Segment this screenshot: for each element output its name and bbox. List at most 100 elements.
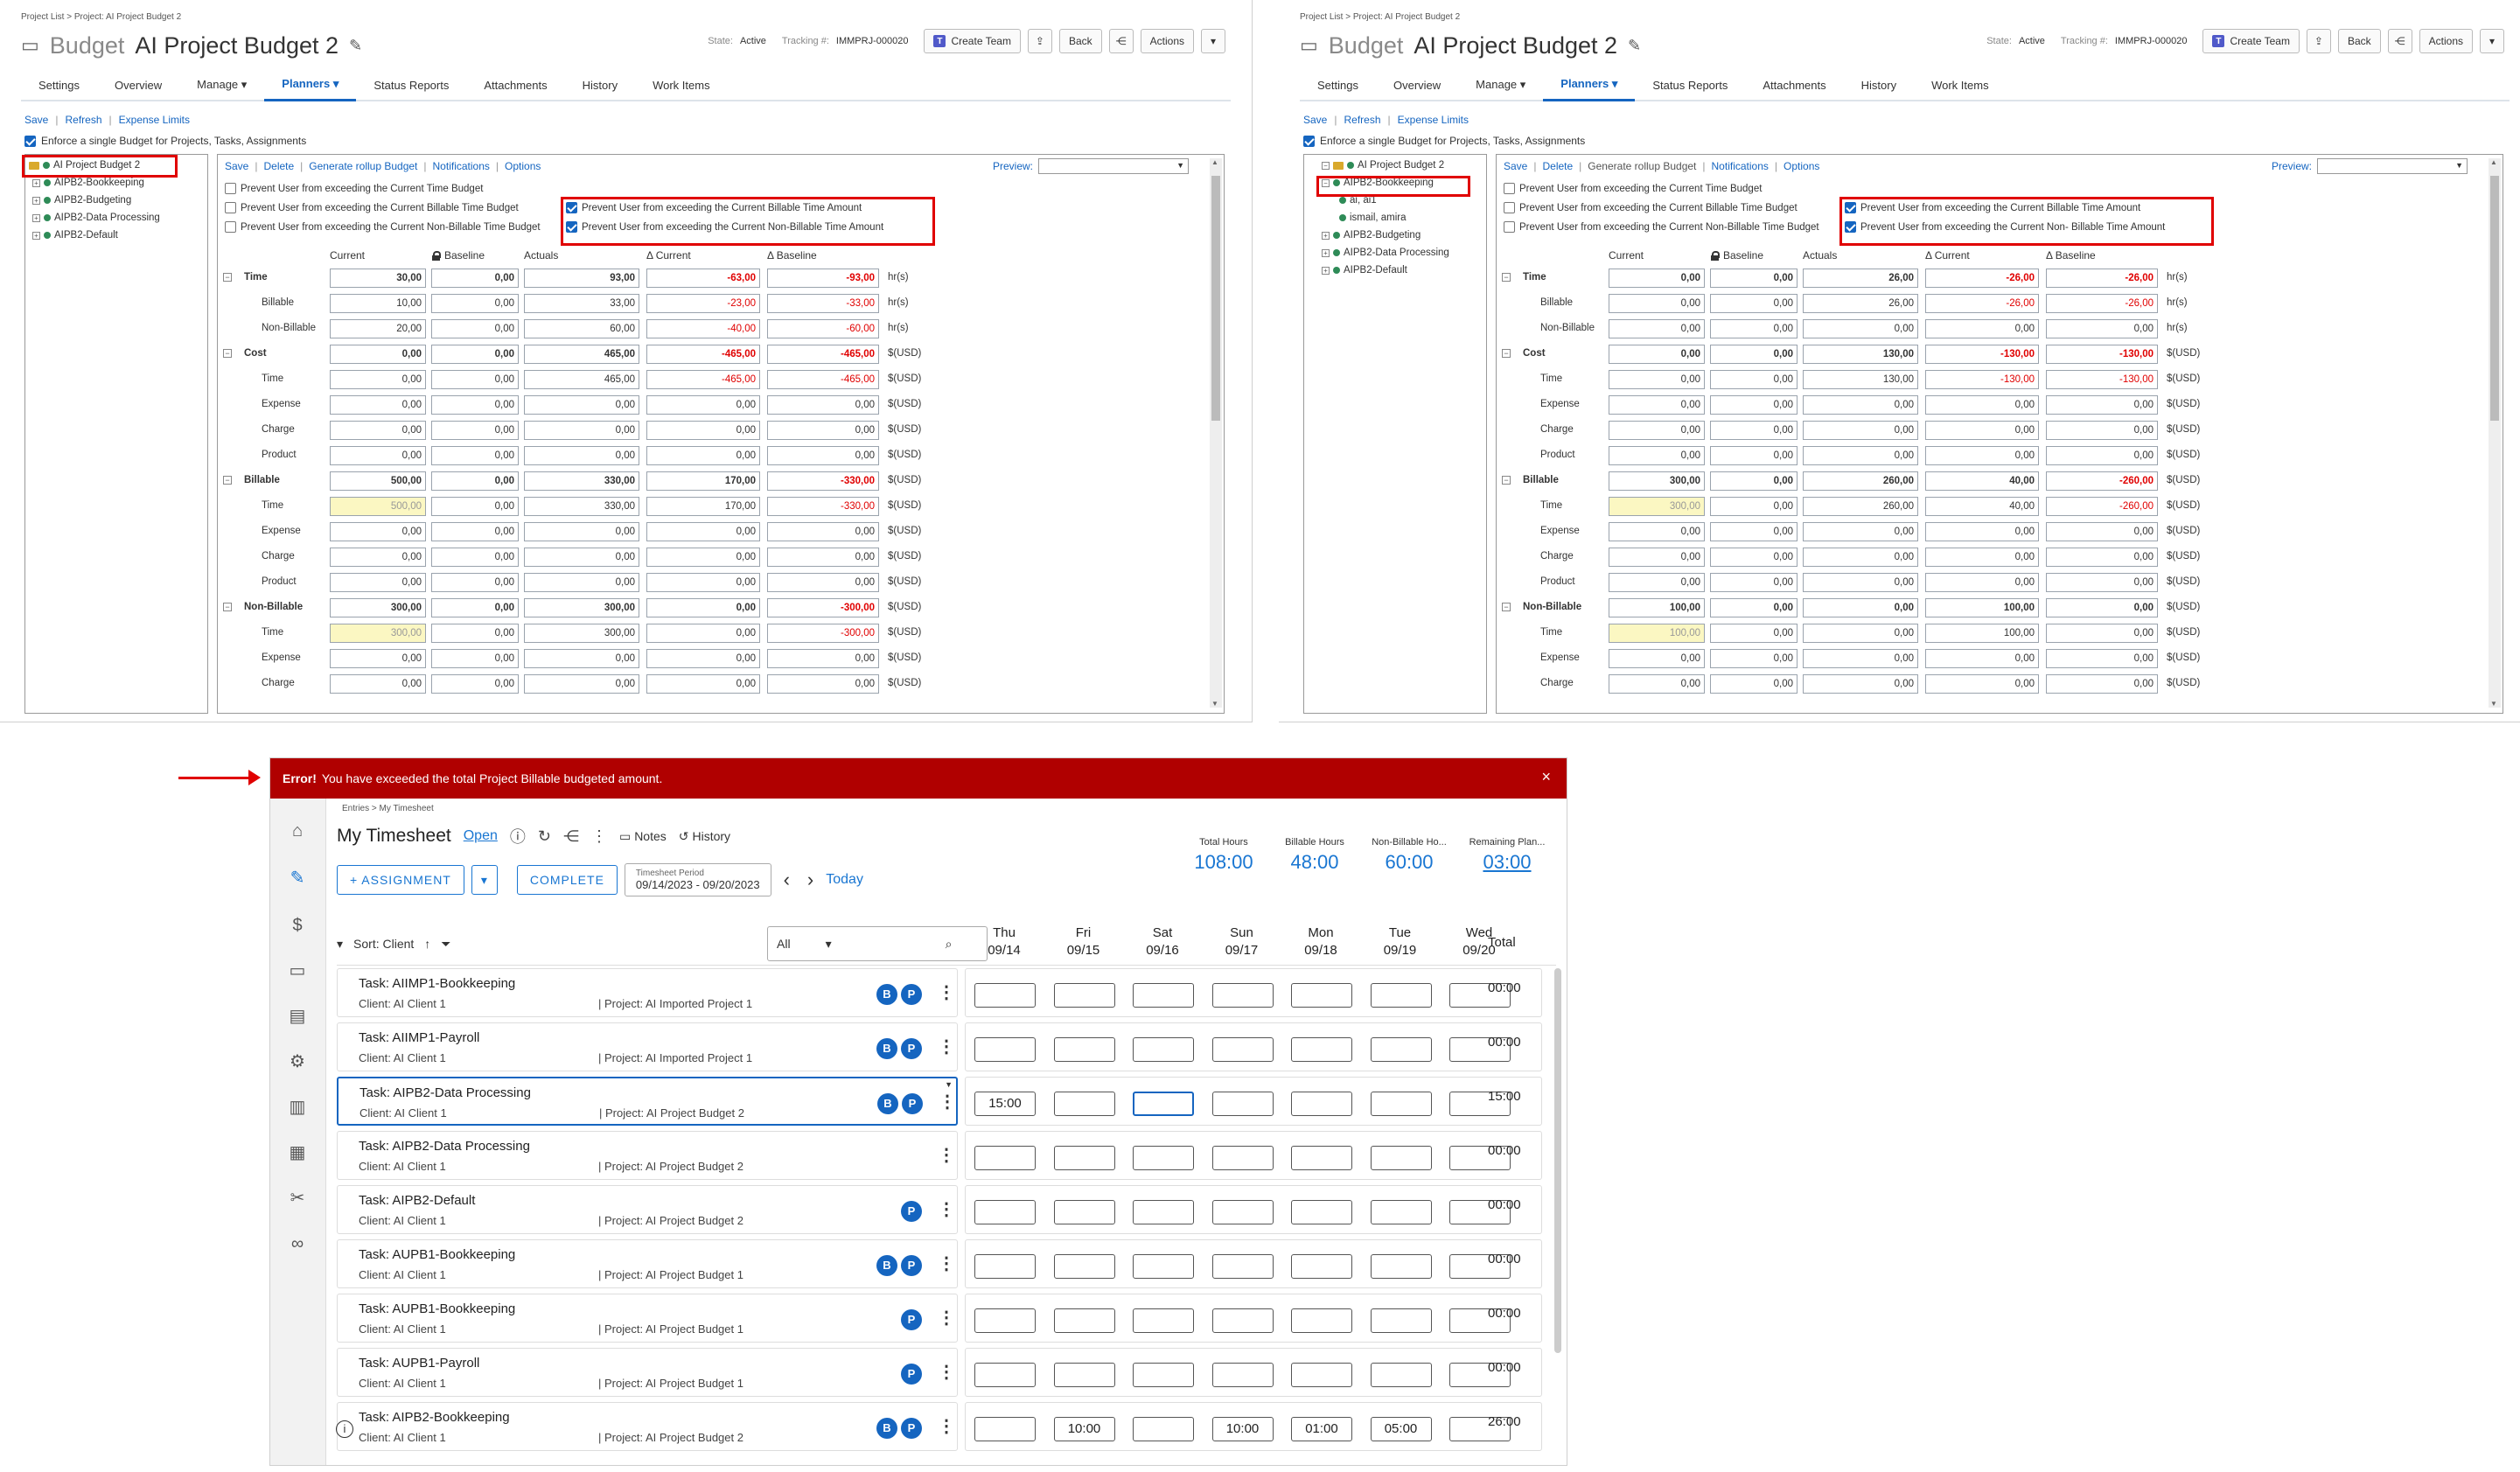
tree-node[interactable]: + AIPB2-Budgeting — [1322, 230, 1421, 241]
tree-node[interactable]: AI Project Budget 2 — [29, 160, 140, 171]
hours-input[interactable] — [1291, 983, 1352, 1008]
budget-cell[interactable]: 170,00 — [646, 497, 760, 516]
budget-cell[interactable]: 0,00 — [2046, 624, 2158, 643]
budget-cell[interactable]: -260,00 — [2046, 471, 2158, 491]
budget-cell[interactable]: 0,00 — [431, 649, 519, 668]
budget-cell[interactable]: 0,00 — [330, 522, 426, 541]
budget-cell[interactable]: 30,00 — [330, 269, 426, 288]
link-1[interactable]: Refresh — [1344, 114, 1381, 126]
option-checkbox[interactable] — [1504, 183, 1515, 194]
back-button[interactable]: Back — [2337, 29, 2381, 53]
tab-5[interactable]: Attachments — [484, 78, 548, 92]
budget-cell[interactable]: 0,00 — [1710, 548, 1798, 567]
budget-cell[interactable]: 0,00 — [1710, 649, 1798, 668]
hours-input[interactable] — [1370, 1146, 1432, 1170]
hours-input[interactable] — [1291, 1363, 1352, 1387]
hours-input[interactable]: 01:00 — [1291, 1417, 1352, 1441]
budget-cell[interactable]: 0,00 — [330, 421, 426, 440]
scrollbar[interactable]: ▲ ▼ — [1210, 158, 1222, 708]
budget-option-checked[interactable]: Prevent User from exceeding the Current … — [1845, 221, 2165, 233]
hours-input[interactable] — [1291, 1037, 1352, 1062]
budget-cell[interactable]: 0,00 — [767, 573, 879, 592]
hours-input[interactable] — [1449, 1363, 1511, 1387]
budget-cell[interactable]: 0,00 — [431, 319, 519, 338]
budget-cell[interactable]: 0,00 — [431, 269, 519, 288]
chevron-down-icon[interactable]: ▾ — [1201, 29, 1225, 53]
export-icon[interactable]: ⇪ — [2306, 29, 2331, 53]
budget-cell[interactable]: 0,00 — [1925, 674, 2039, 694]
budget-cell[interactable]: 0,00 — [524, 421, 639, 440]
budget-cell[interactable]: 0,00 — [1710, 345, 1798, 364]
budget-cell[interactable]: 500,00 — [330, 471, 426, 491]
budget-cell[interactable]: -330,00 — [767, 497, 879, 516]
line-chart-icon[interactable]: ▦ — [289, 1143, 306, 1162]
link-2[interactable]: Expense Limits — [1397, 114, 1469, 126]
budget-cell[interactable]: -63,00 — [646, 269, 760, 288]
budget-cell[interactable]: 0,00 — [646, 649, 760, 668]
budget-cell[interactable]: 130,00 — [1803, 345, 1918, 364]
sort-label[interactable]: Sort: Client — [353, 937, 415, 951]
budget-cell[interactable]: 0,00 — [2046, 421, 2158, 440]
hours-input[interactable] — [974, 1308, 1036, 1333]
tab-0[interactable]: Settings — [38, 78, 80, 92]
task-card[interactable]: i Task: AIPB2-Bookkeeping Client: AI Clien… — [336, 1402, 958, 1451]
budget-cell[interactable]: 0,00 — [1710, 294, 1798, 313]
budget-cell[interactable]: 0,00 — [1925, 319, 2039, 338]
budget-cell[interactable]: -260,00 — [2046, 497, 2158, 516]
hours-input[interactable] — [1211, 1200, 1274, 1224]
hours-input[interactable] — [974, 1037, 1036, 1062]
budget-cell[interactable]: 0,00 — [646, 446, 760, 465]
budget-cell[interactable]: 0,00 — [1803, 674, 1918, 694]
hours-input[interactable] — [1449, 1146, 1511, 1170]
hours-input[interactable] — [1370, 983, 1432, 1008]
scrollbar[interactable]: ▲ ▼ — [2489, 158, 2501, 708]
more-icon[interactable]: ⋮ — [938, 1308, 955, 1328]
budget-cell[interactable]: 0,00 — [2046, 649, 2158, 668]
link-2[interactable]: Expense Limits — [118, 114, 191, 126]
budget-cell[interactable]: 0,00 — [330, 649, 426, 668]
actions-button[interactable]: Actions — [2419, 29, 2473, 53]
budget-option[interactable]: Prevent User from exceeding the Current … — [1504, 221, 1819, 233]
budget-cell[interactable]: 0,00 — [2046, 522, 2158, 541]
more-icon[interactable]: ⋮ — [938, 1363, 955, 1382]
budget-cell[interactable]: 130,00 — [1803, 370, 1918, 389]
budget-cell[interactable]: 0,00 — [1609, 345, 1705, 364]
budget-cell[interactable]: 0,00 — [431, 497, 519, 516]
budget-cell[interactable]: 0,00 — [524, 522, 639, 541]
option-checkbox[interactable] — [1504, 202, 1515, 213]
hours-input[interactable] — [1211, 1092, 1274, 1116]
hours-input[interactable] — [1291, 1308, 1352, 1333]
hours-input[interactable] — [1370, 1037, 1432, 1062]
hours-input[interactable] — [1133, 1146, 1194, 1170]
budget-option[interactable]: Prevent User from exceeding the Current … — [225, 221, 541, 233]
tree-node[interactable]: − AIPB2-Bookkeeping — [1322, 178, 1434, 188]
budget-cell[interactable]: 0,00 — [524, 649, 639, 668]
tab-7[interactable]: Work Items — [653, 78, 710, 92]
budget-cell[interactable]: 300,00 — [330, 598, 426, 617]
hours-input[interactable] — [1211, 1308, 1274, 1333]
preview-select[interactable] — [2317, 158, 2468, 174]
tab-7[interactable]: Work Items — [1931, 78, 1989, 92]
budget-cell[interactable]: 0,00 — [2046, 319, 2158, 338]
expand-icon[interactable]: − — [1322, 161, 1330, 170]
budget-cell[interactable]: 0,00 — [431, 345, 519, 364]
tab-2[interactable]: Manage ▾ — [1476, 78, 1526, 91]
budget-cell[interactable]: 0,00 — [431, 446, 519, 465]
budget-cell[interactable]: 330,00 — [524, 497, 639, 516]
more-icon[interactable]: ⋮ — [938, 983, 955, 1002]
preview-select[interactable] — [1038, 158, 1189, 174]
budget-cell[interactable]: 0,00 — [1609, 548, 1705, 567]
more-icon[interactable]: ⋮ — [590, 827, 607, 845]
budget-cell[interactable]: 40,00 — [1925, 497, 2039, 516]
tree-node[interactable]: ismail, amira — [1339, 213, 1407, 223]
budget-cell[interactable]: 170,00 — [646, 471, 760, 491]
budget-cell[interactable]: 93,00 — [524, 269, 639, 288]
tab-5[interactable]: Attachments — [1763, 78, 1826, 92]
link-0[interactable]: Save — [24, 114, 49, 126]
collapse-icon[interactable]: − — [1502, 273, 1511, 282]
budget-cell[interactable]: 0,00 — [1803, 548, 1918, 567]
budget-cell[interactable]: 0,00 — [1803, 446, 1918, 465]
budget-cell[interactable]: 300,00 — [1609, 471, 1705, 491]
expand-icon[interactable]: + — [32, 178, 40, 187]
scroll-up-icon[interactable]: ▲ — [2490, 158, 2497, 166]
